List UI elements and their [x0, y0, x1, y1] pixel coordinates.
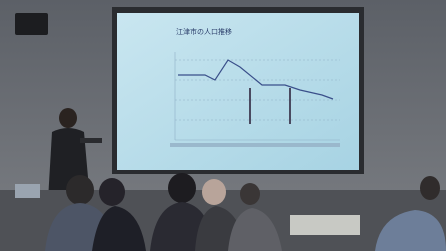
desk [290, 215, 360, 235]
photo: 江津市の人口推移 [0, 0, 446, 251]
speaker-box [15, 13, 48, 35]
laptop [15, 184, 40, 198]
slide-title: 江津市の人口推移 [176, 27, 232, 36]
x-labels [170, 143, 340, 147]
